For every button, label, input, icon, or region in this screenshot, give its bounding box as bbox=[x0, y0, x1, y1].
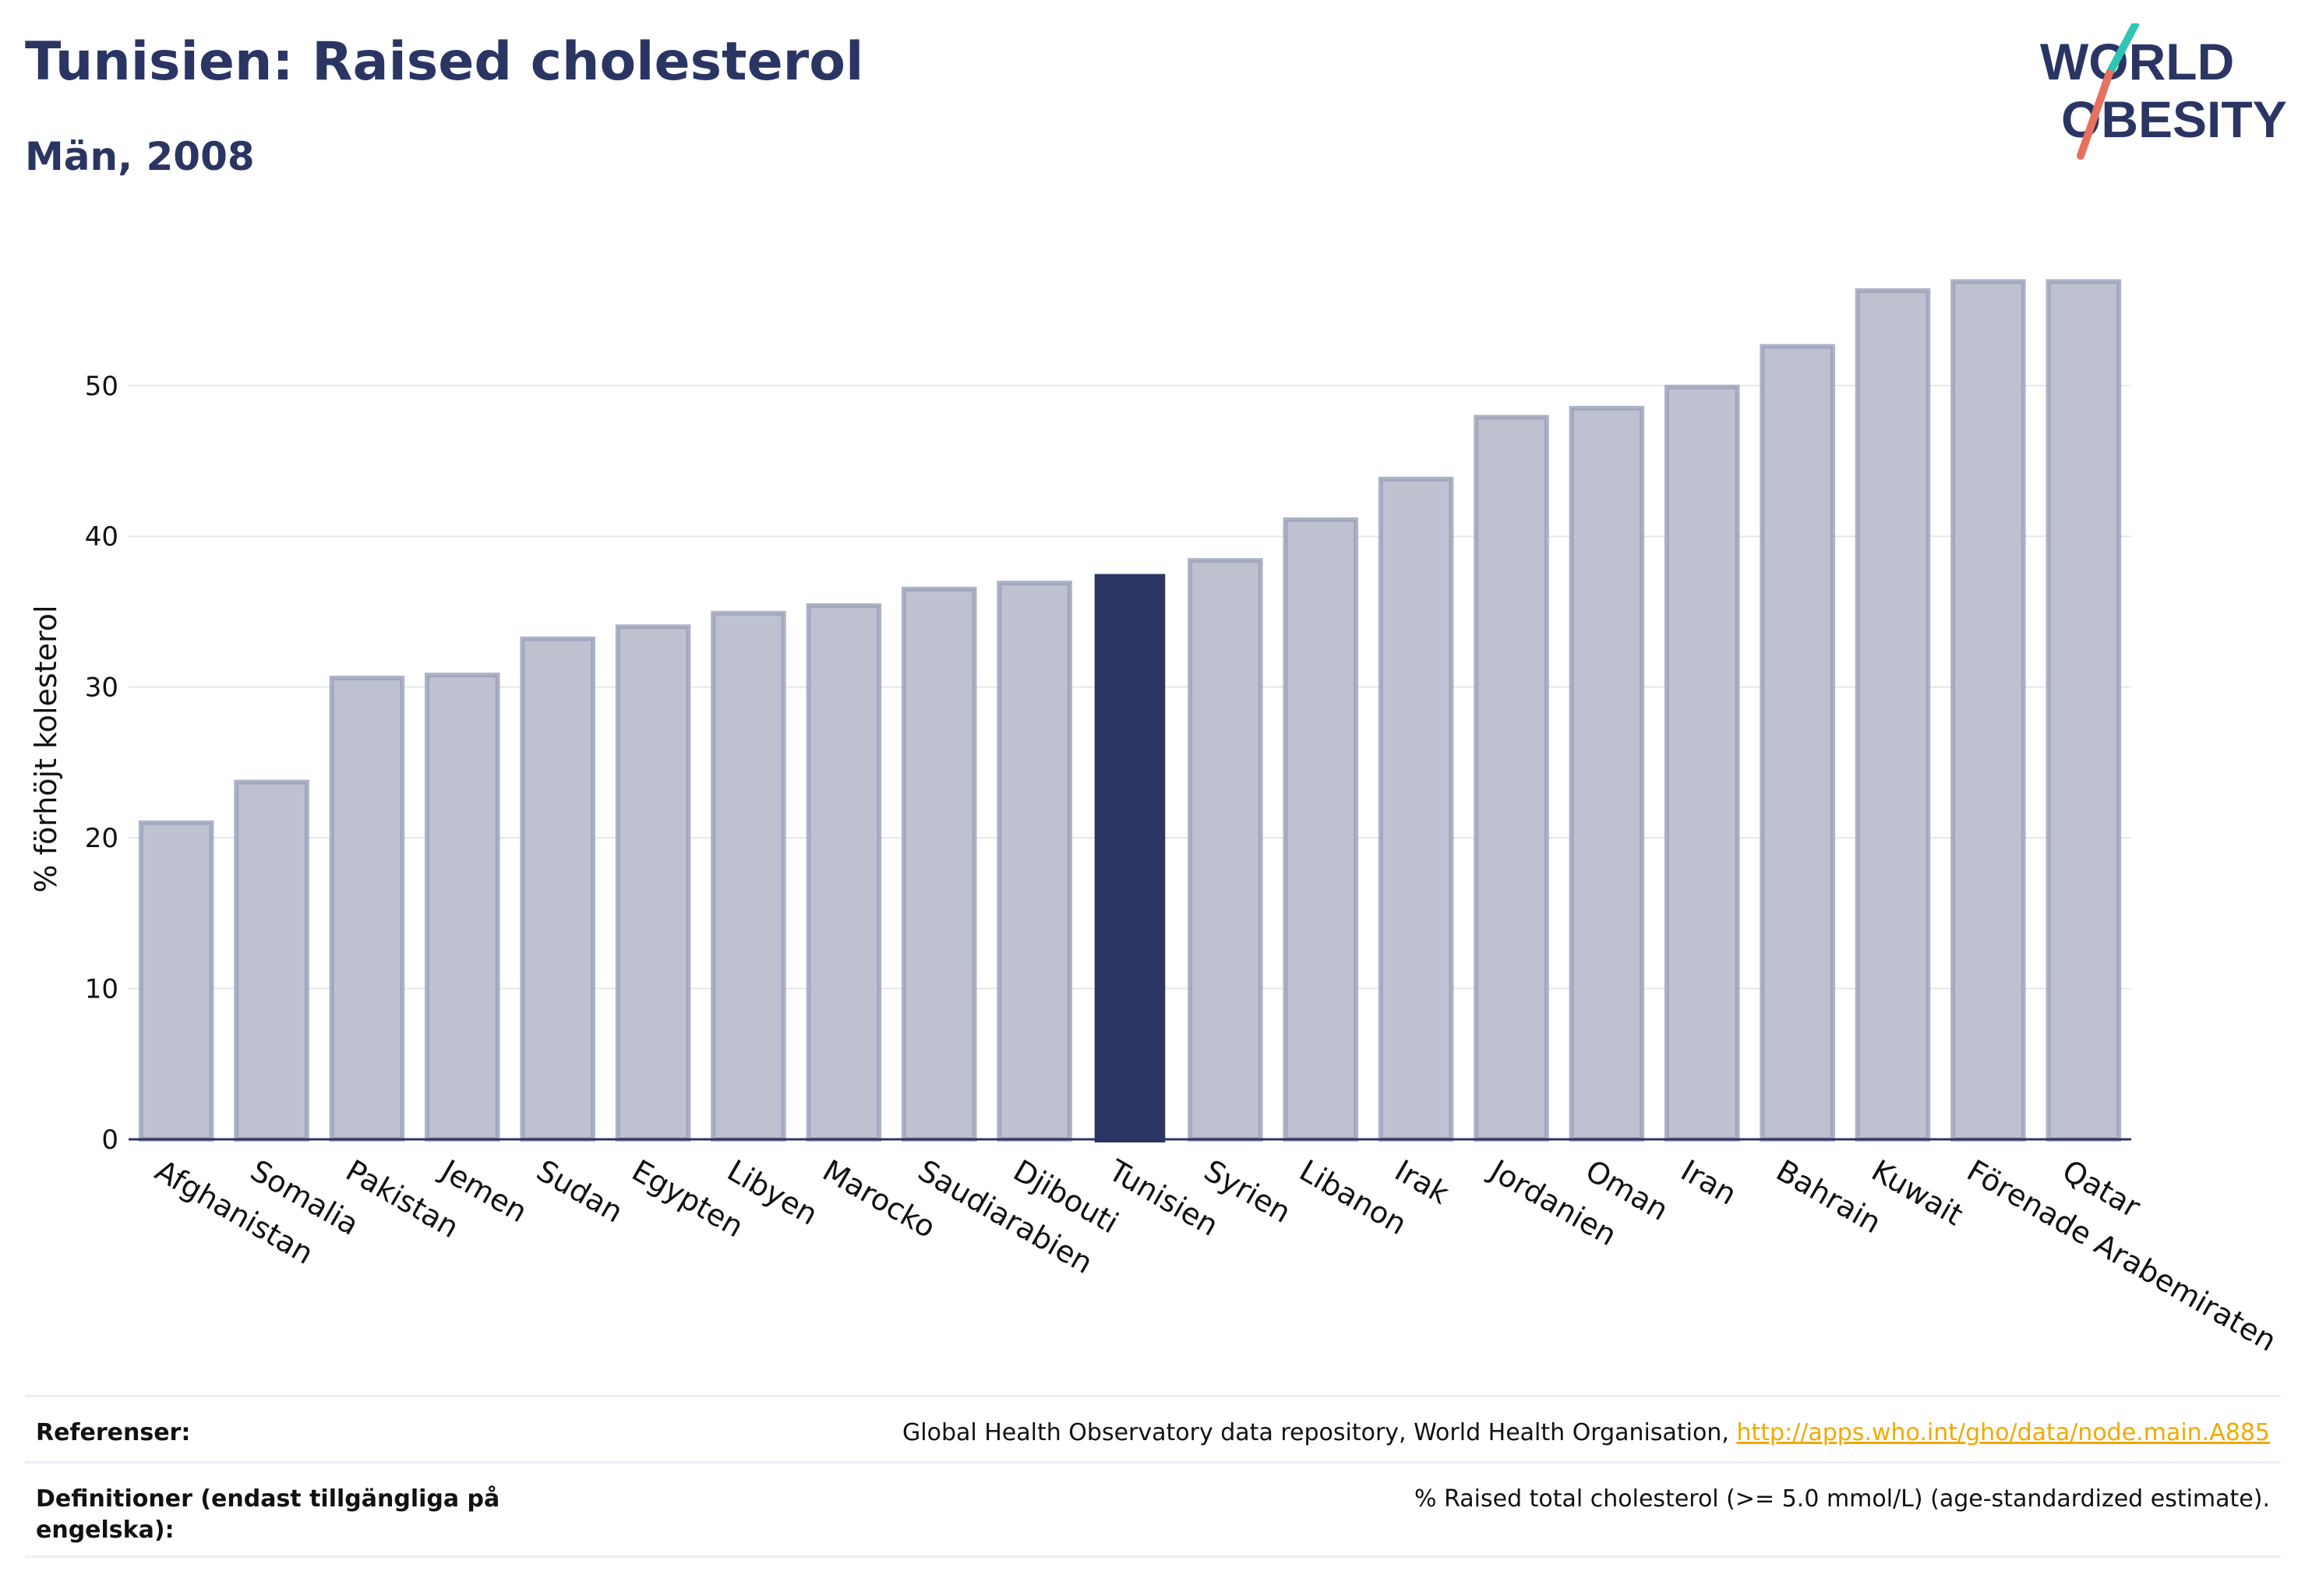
bar bbox=[1188, 558, 1263, 1142]
x-tick-label: Irak bbox=[1389, 1153, 1455, 1211]
bar bbox=[901, 586, 977, 1142]
y-tick-label: 0 bbox=[101, 1125, 118, 1156]
logo-line1: WORLD bbox=[2040, 33, 2234, 90]
x-axis-ticks: AfghanistanSomaliaPakistanJemenSudanEgyp… bbox=[150, 1153, 2282, 1358]
y-tick-label: 40 bbox=[85, 521, 118, 553]
bar bbox=[1569, 405, 1645, 1142]
x-tick-label: Libanon bbox=[1294, 1153, 1412, 1241]
y-tick-label: 50 bbox=[85, 371, 118, 402]
references-table: Referenser: Global Health Observatory da… bbox=[25, 1395, 2281, 1558]
bar bbox=[1378, 476, 1454, 1142]
y-tick-label: 20 bbox=[85, 823, 118, 854]
bar bbox=[1283, 517, 1359, 1142]
bar bbox=[615, 624, 691, 1142]
bar bbox=[1474, 415, 1549, 1142]
bar bbox=[2046, 279, 2122, 1142]
bar bbox=[1855, 288, 1931, 1142]
references-label: Referenser: bbox=[36, 1419, 191, 1446]
definitions-value: % Raised total cholesterol (>= 5.0 mmol/… bbox=[1414, 1485, 2270, 1513]
references-value: Global Health Observatory data repositor… bbox=[902, 1418, 2270, 1449]
bar-chart: 0 10 20 30 40 50 AfghanistanSomaliaPakistanJe… bbox=[29, 279, 2282, 1358]
bar bbox=[520, 636, 595, 1142]
references-link[interactable]: http://apps.who.int/gho/data/node.main.A… bbox=[1736, 1419, 2270, 1446]
bar bbox=[711, 610, 786, 1142]
chart-title: Tunisien: Raised cholesterol bbox=[25, 31, 864, 93]
bar bbox=[234, 779, 309, 1142]
logo-slash-coral bbox=[2077, 69, 2113, 160]
bar bbox=[1664, 384, 1740, 1142]
bar bbox=[997, 581, 1072, 1142]
x-tick-label: Tunisien bbox=[1103, 1153, 1224, 1243]
references-row: Referenser: Global Health Observatory da… bbox=[25, 1395, 2281, 1461]
y-axis-ticks: 0 10 20 30 40 50 bbox=[85, 371, 118, 1156]
definitions-row: Definitioner (endast tillgängliga på eng… bbox=[25, 1461, 2281, 1558]
bar bbox=[425, 673, 500, 1142]
bar bbox=[1760, 344, 1835, 1142]
world-obesity-logo: WORLD OBESITY bbox=[2040, 23, 2287, 160]
y-tick-label: 30 bbox=[85, 673, 118, 704]
definitions-label: Definitioner (endast tillgängliga på eng… bbox=[36, 1485, 500, 1544]
y-tick-label: 10 bbox=[85, 974, 118, 1005]
bars bbox=[138, 279, 2122, 1142]
logo-slash-teal bbox=[2106, 23, 2139, 77]
bar bbox=[806, 603, 882, 1142]
bar bbox=[329, 676, 405, 1142]
x-tick-label: Kuwait bbox=[1866, 1153, 1969, 1233]
x-tick-label: Bahrain bbox=[1770, 1153, 1887, 1241]
y-axis-label: % förhöjt kolesterol bbox=[29, 605, 63, 892]
bar bbox=[138, 820, 214, 1142]
x-tick-label: Iran bbox=[1675, 1153, 1742, 1212]
bar bbox=[1950, 279, 2026, 1142]
bar-highlighted bbox=[1094, 574, 1166, 1142]
x-tick-label: Sudan bbox=[531, 1153, 629, 1230]
chart-subtitle: Män, 2008 bbox=[25, 134, 255, 179]
references-source: Global Health Observatory data repositor… bbox=[902, 1419, 1737, 1446]
